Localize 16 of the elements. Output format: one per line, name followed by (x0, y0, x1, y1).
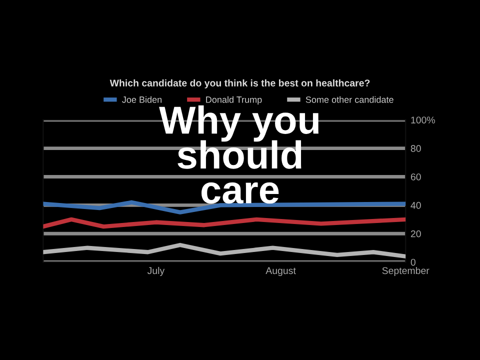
legend-label: Joe Biden (122, 96, 162, 103)
x-tick-label: August (266, 267, 296, 276)
annotation: Why you should care (159, 105, 318, 204)
y-tick-label: 80 (410, 145, 421, 152)
legend-label: Donald Trump (206, 96, 262, 105)
line-series (43, 217, 406, 229)
y-tick-label: 60 (410, 173, 421, 180)
y-tick-label: 40 (410, 202, 421, 209)
y-tick-label: 100% (411, 116, 435, 124)
chart-title: Which candidate do you think is the best on healthcare? (110, 79, 370, 88)
x-tick-label: September (382, 266, 430, 276)
x-tick-label: July (147, 266, 165, 276)
y-tick-label: 0 (410, 258, 416, 266)
line-series (43, 242, 406, 258)
y-tick-label: 20 (410, 230, 421, 238)
legend-label: Some other candidate (306, 96, 394, 103)
